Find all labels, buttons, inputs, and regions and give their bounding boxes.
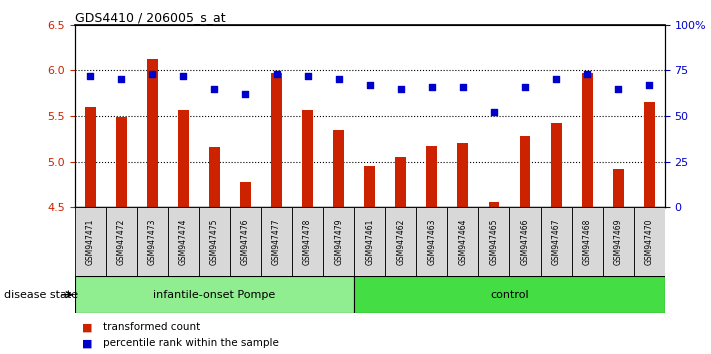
Point (426, 84, 437, 90)
Bar (147, 59, 158, 207)
Bar (613, 169, 624, 207)
Text: GSM947467: GSM947467 (552, 218, 560, 265)
Bar (447, 207, 479, 276)
Bar (479, 207, 510, 276)
Point (271, 71, 282, 77)
Text: GSM947462: GSM947462 (396, 218, 405, 265)
Bar (116, 117, 127, 207)
Bar (364, 166, 375, 207)
Bar (354, 207, 385, 276)
Point (364, 82, 375, 88)
Point (395, 86, 407, 91)
Text: GSM947475: GSM947475 (210, 218, 219, 265)
Text: ■: ■ (82, 322, 92, 332)
Bar (427, 146, 437, 207)
Text: GSM947464: GSM947464 (459, 218, 467, 265)
Text: GSM947461: GSM947461 (365, 218, 374, 265)
Bar (240, 182, 251, 207)
Text: GSM947468: GSM947468 (582, 218, 592, 265)
Point (302, 73, 314, 79)
Text: control: control (490, 290, 529, 300)
Text: GSM947466: GSM947466 (520, 218, 530, 265)
Bar (634, 207, 665, 276)
Text: GDS4410 / 206005_s_at: GDS4410 / 206005_s_at (75, 11, 225, 24)
Bar (178, 110, 189, 207)
Text: percentile rank within the sample: percentile rank within the sample (103, 338, 279, 348)
Point (178, 73, 189, 79)
Bar (457, 143, 469, 207)
Text: transformed count: transformed count (103, 322, 201, 332)
Bar (271, 73, 282, 207)
Bar (520, 136, 530, 207)
Bar (417, 207, 447, 276)
Text: GSM947476: GSM947476 (241, 218, 250, 265)
Text: ■: ■ (82, 338, 92, 348)
Bar (302, 110, 313, 207)
Bar (75, 276, 354, 313)
Bar (582, 73, 592, 207)
Bar (395, 157, 406, 207)
Point (333, 76, 344, 82)
Bar (199, 207, 230, 276)
Bar (603, 207, 634, 276)
Text: disease state: disease state (4, 290, 77, 300)
Bar (488, 202, 499, 207)
Bar (85, 107, 95, 207)
Text: GSM947470: GSM947470 (645, 218, 653, 265)
Text: GSM947469: GSM947469 (614, 218, 623, 265)
Bar (75, 207, 106, 276)
Point (240, 91, 251, 97)
Text: GSM947472: GSM947472 (117, 218, 126, 265)
Point (85, 73, 96, 79)
Bar (354, 276, 665, 313)
Text: GSM947477: GSM947477 (272, 218, 281, 265)
Point (612, 86, 624, 91)
Bar (292, 207, 323, 276)
Text: GSM947463: GSM947463 (427, 218, 437, 265)
Bar (209, 147, 220, 207)
Text: GSM947474: GSM947474 (179, 218, 188, 265)
Point (209, 86, 220, 91)
Text: GSM947471: GSM947471 (86, 218, 95, 265)
Text: GSM947465: GSM947465 (489, 218, 498, 265)
Point (146, 71, 158, 77)
Bar (137, 207, 168, 276)
Bar (106, 207, 137, 276)
Bar (323, 207, 354, 276)
Point (488, 109, 500, 115)
Point (519, 84, 530, 90)
Bar (540, 207, 572, 276)
Bar (385, 207, 417, 276)
Bar (230, 207, 261, 276)
Bar (572, 207, 603, 276)
Point (457, 84, 469, 90)
Bar (510, 207, 540, 276)
Bar (168, 207, 199, 276)
Point (116, 76, 127, 82)
Point (582, 71, 593, 77)
Text: GSM947478: GSM947478 (303, 218, 312, 265)
Bar (550, 123, 562, 207)
Bar (333, 130, 344, 207)
Bar (261, 207, 292, 276)
Bar (644, 102, 655, 207)
Text: infantile-onset Pompe: infantile-onset Pompe (154, 290, 276, 300)
Point (550, 76, 562, 82)
Text: GSM947473: GSM947473 (148, 218, 157, 265)
Point (643, 82, 655, 88)
Text: GSM947479: GSM947479 (334, 218, 343, 265)
